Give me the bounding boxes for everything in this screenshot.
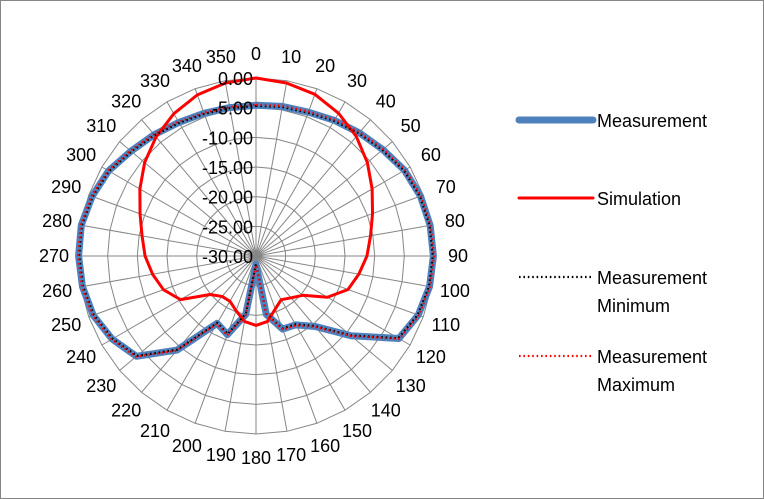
grid-spoke-26: [80, 255, 257, 288]
legend-label-3-0: Measurement: [597, 347, 707, 367]
grid-spoke-6: [255, 166, 411, 257]
angle-label-14: 140: [371, 401, 401, 421]
legend-label-0-0: Measurement: [597, 111, 707, 131]
angle-label-21: 210: [140, 421, 170, 441]
grid-spoke-23: [119, 255, 257, 371]
angle-label-15: 150: [342, 421, 372, 441]
grid-spoke-5: [255, 141, 393, 257]
grid-spoke-32: [141, 119, 257, 257]
radial-tick-label-2: -20.00: [202, 188, 253, 208]
radar-grid: [77, 77, 435, 435]
legend-label-2-0: Measurement: [597, 268, 707, 288]
angle-label-8: 80: [445, 211, 465, 231]
grid-spoke-10: [255, 255, 432, 288]
grid-spoke-12: [255, 255, 411, 346]
angle-label-18: 180: [241, 448, 271, 468]
angle-label-16: 160: [310, 436, 340, 456]
angle-label-27: 270: [39, 246, 69, 266]
angle-label-33: 330: [140, 71, 170, 91]
angle-label-19: 190: [206, 445, 236, 465]
grid-spoke-7: [255, 194, 424, 257]
grid-spoke-34: [194, 88, 257, 257]
grid-spoke-22: [141, 255, 257, 393]
angle-label-1: 10: [281, 47, 301, 67]
legend-label-1-0: Simulation: [597, 189, 681, 209]
grid-spoke-8: [255, 224, 432, 257]
angle-label-23: 230: [86, 376, 116, 396]
grid-spoke-28: [80, 224, 257, 257]
angle-label-25: 250: [51, 315, 81, 335]
radial-tick-label-5: -5.00: [212, 99, 253, 119]
legend-label-2-1: Minimum: [597, 296, 670, 316]
grid-spoke-20: [194, 255, 257, 424]
angle-label-7: 70: [436, 177, 456, 197]
angle-label-34: 340: [172, 56, 202, 76]
grid-spoke-24: [101, 255, 257, 346]
grid-spoke-15: [255, 255, 346, 411]
angle-label-20: 200: [172, 436, 202, 456]
grid-spoke-3: [255, 101, 346, 257]
angle-label-28: 280: [42, 211, 72, 231]
angle-label-11: 110: [431, 315, 460, 335]
radial-tick-label-6: 0.00: [218, 69, 253, 89]
angle-label-29: 290: [51, 177, 81, 197]
legend-label-3-1: Maximum: [597, 375, 675, 395]
radial-tick-label-1: -25.00: [202, 217, 253, 237]
grid-spoke-11: [255, 255, 424, 318]
angle-label-30: 300: [66, 145, 96, 165]
radial-tick-label-0: -30.00: [202, 247, 253, 267]
angle-label-3: 30: [347, 71, 367, 91]
grid-spoke-33: [166, 101, 257, 257]
grid-spoke-2: [255, 88, 318, 257]
series-line-1: [138, 76, 375, 327]
grid-spoke-30: [101, 166, 257, 257]
radial-tick-labels: -30.00 -25.00 -20.00 -15.00 -10.00 -5.00 0.00: [202, 69, 253, 267]
angle-label-31: 310: [86, 116, 116, 136]
grid-spoke-31: [119, 141, 257, 257]
angle-label-12: 120: [416, 347, 446, 367]
angle-label-9: 90: [448, 246, 468, 266]
grid-spoke-25: [88, 255, 257, 318]
radar-series: [75, 76, 437, 360]
angle-label-4: 40: [376, 91, 396, 111]
angle-label-13: 130: [396, 376, 426, 396]
angle-label-2: 20: [315, 56, 335, 76]
angle-label-5: 50: [401, 116, 421, 136]
angle-label-32: 320: [111, 91, 141, 111]
grid-spoke-4: [255, 119, 371, 257]
legend: Measurement Simulation Measurement Minimum M…: [515, 111, 707, 395]
radial-tick-label-4: -10.00: [202, 128, 253, 148]
grid-spoke-21: [166, 255, 257, 411]
angle-label-17: 170: [276, 445, 306, 465]
grid-spoke-13: [255, 255, 393, 371]
angle-label-35: 350: [206, 47, 236, 67]
angle-label-26: 260: [42, 281, 72, 301]
angle-label-6: 60: [421, 145, 441, 165]
series-line-3: [76, 103, 436, 358]
angle-label-22: 220: [111, 401, 141, 421]
grid-spoke-16: [255, 255, 318, 424]
angle-label-0: 0: [251, 44, 261, 64]
angle-label-10: 100: [440, 281, 470, 301]
grid-spoke-29: [88, 194, 257, 257]
angle-label-24: 240: [66, 347, 96, 367]
grid-spoke-1: [255, 80, 288, 257]
radial-tick-label-3: -15.00: [202, 158, 253, 178]
